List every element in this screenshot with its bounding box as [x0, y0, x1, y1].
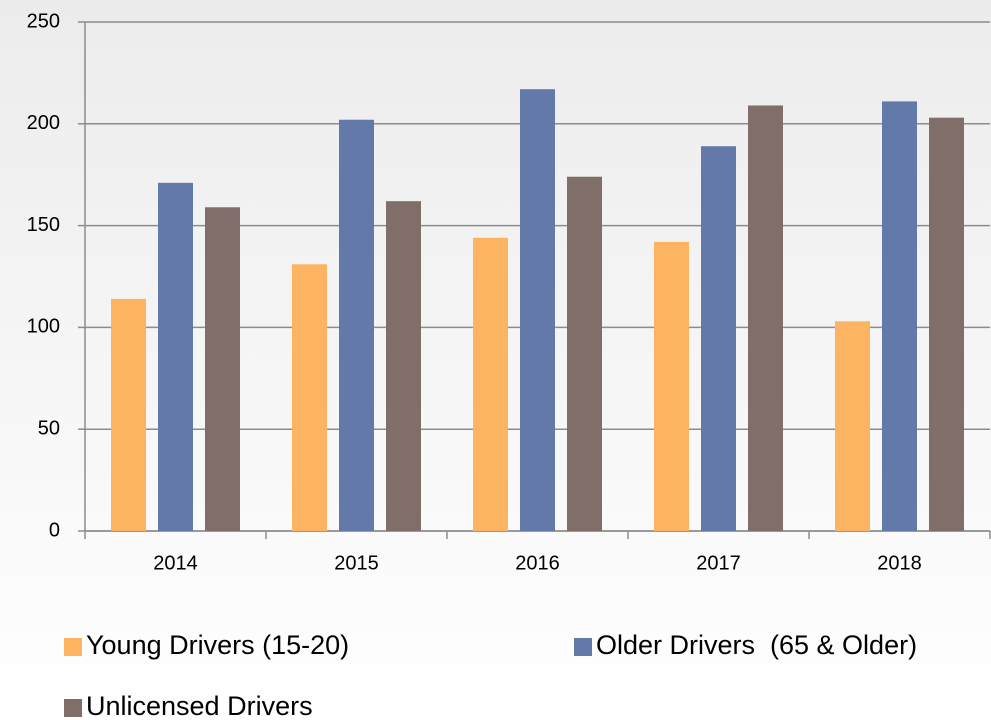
legend-label: Unlicensed Drivers	[86, 691, 313, 720]
legend-label: Older Drivers (65 & Older)	[596, 630, 917, 660]
y-tick-label: 0	[49, 519, 60, 541]
bar	[835, 321, 870, 531]
bar	[882, 101, 917, 532]
bar	[205, 207, 240, 531]
y-tick-label: 100	[27, 316, 60, 338]
bar	[520, 89, 555, 532]
y-tick-label: 200	[27, 112, 60, 134]
legend-swatch	[64, 638, 82, 656]
bar	[701, 146, 736, 532]
bar	[473, 237, 508, 532]
legend-swatch	[64, 699, 82, 717]
bar	[567, 176, 602, 531]
bar	[111, 298, 146, 531]
y-tick-label: 250	[27, 10, 60, 32]
bar	[654, 241, 689, 531]
legend-swatch	[574, 638, 592, 656]
bar	[339, 119, 374, 531]
bar	[929, 117, 964, 531]
y-tick-label: 50	[38, 417, 60, 439]
x-tick-label: 2017	[696, 552, 741, 574]
x-tick-label: 2014	[153, 552, 198, 574]
x-tick-label: 2015	[334, 552, 379, 574]
bar	[386, 201, 421, 531]
bar	[292, 264, 327, 531]
bar	[158, 182, 193, 531]
y-tick-label: 150	[27, 214, 60, 236]
x-tick-label: 2016	[515, 552, 560, 574]
bar	[748, 105, 783, 531]
x-tick-label: 2018	[877, 552, 922, 574]
legend-label: Young Drivers (15-20)	[86, 630, 349, 660]
